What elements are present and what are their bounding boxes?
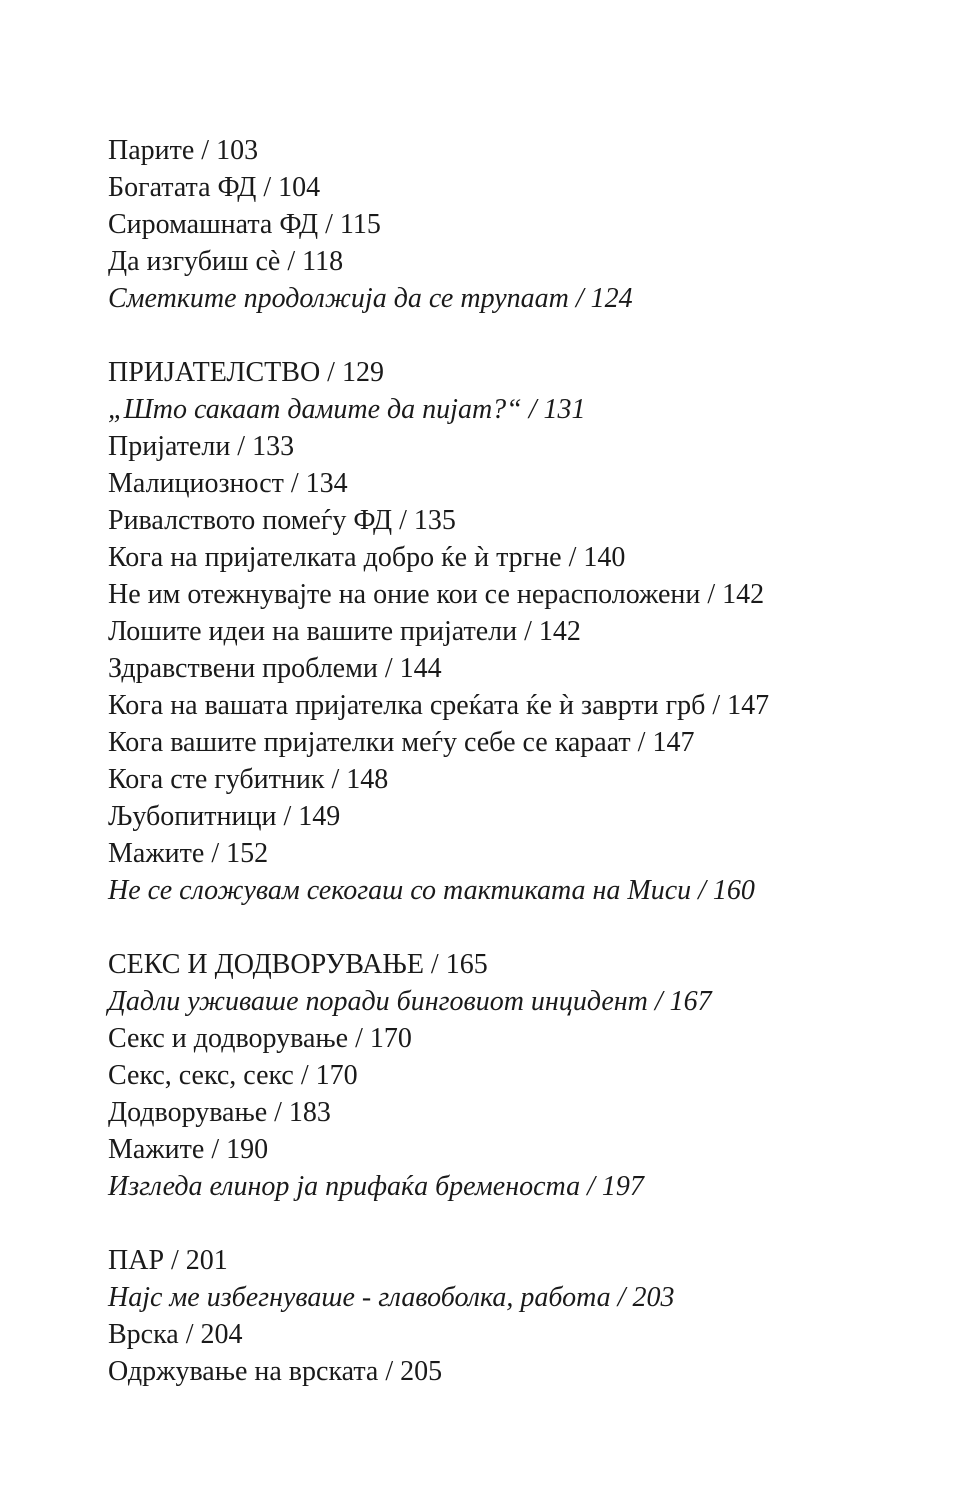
toc-entry: Најс ме избегнуваше - главоболка, работа… bbox=[108, 1282, 675, 1313]
toc-entry: Кога на пријателката добро ќе ѝ тргне / … bbox=[108, 542, 626, 573]
toc-section: СЕКС И ДОДВОРУВАЊЕ / 165 Дадли уживаше по… bbox=[108, 946, 980, 1205]
toc-entry: Парите / 103 bbox=[108, 135, 259, 166]
toc-entry: Кога на вашата пријателка среќата ќе ѝ з… bbox=[108, 690, 770, 721]
toc-entry: Кога сте губитник / 148 bbox=[108, 764, 389, 795]
toc-entry: Сиромашната ФД / 115 bbox=[108, 209, 381, 240]
toc-section: ПАР / 201 Најс ме избегнуваше - главоболк… bbox=[108, 1242, 980, 1390]
toc-entry: Додворување / 183 bbox=[108, 1097, 331, 1128]
toc-entry: „Што сакаат дамите да пијат?“ / 131 bbox=[108, 394, 586, 425]
toc-entry: Мажите / 152 bbox=[108, 838, 269, 869]
toc-entry: СЕКС И ДОДВОРУВАЊЕ / 165 bbox=[108, 949, 488, 980]
toc-entry: Сметките продолжија да се трупаат / 124 bbox=[108, 283, 633, 314]
toc-entry: Богатата ФД / 104 bbox=[108, 172, 321, 203]
toc-entry: Не им отежнувајте на оние кои се нераспо… bbox=[108, 579, 765, 610]
toc-entry: Секс и додворување / 170 bbox=[108, 1023, 412, 1054]
toc-entry: Кога вашите пријателки меѓу себе се кара… bbox=[108, 727, 695, 758]
toc-entry: Врска / 204 bbox=[108, 1319, 243, 1350]
toc-entry: Секс, секс, секс / 170 bbox=[108, 1060, 358, 1091]
toc-entry: Лошите идеи на вашите пријатели / 142 bbox=[108, 616, 581, 647]
toc-entry: Одржување на врската / 205 bbox=[108, 1356, 443, 1387]
toc-entry: Малициозност / 134 bbox=[108, 468, 348, 499]
toc-entry: Пријатели / 133 bbox=[108, 431, 295, 462]
toc-entry: ПРИЈАТЕЛСТВО / 129 bbox=[108, 357, 384, 388]
toc-entry: ПАР / 201 bbox=[108, 1245, 228, 1276]
table-of-contents: Парите / 103 Богатата ФД / 104 Сиромашната… bbox=[108, 132, 980, 1390]
toc-section: ПРИЈАТЕЛСТВО / 129 „Што сакаат дамите да … bbox=[108, 354, 980, 909]
toc-entry: Здравствени проблеми / 144 bbox=[108, 653, 442, 684]
toc-entry: Мажите / 190 bbox=[108, 1134, 269, 1165]
toc-entry: Да изгубиш сè / 118 bbox=[108, 246, 344, 277]
toc-entry: Дадли уживаше поради бинговиот инцидент … bbox=[108, 986, 712, 1017]
toc-entry: Изгледа елинор ја прифаќа бременоста / 1… bbox=[108, 1171, 644, 1202]
toc-entry: Не се сложувам секогаш со тактиката на М… bbox=[108, 875, 755, 906]
toc-entry: Ривалството помеѓу ФД / 135 bbox=[108, 505, 456, 536]
toc-section: Парите / 103 Богатата ФД / 104 Сиромашната… bbox=[108, 132, 980, 317]
toc-entry: Љубопитници / 149 bbox=[108, 801, 341, 832]
